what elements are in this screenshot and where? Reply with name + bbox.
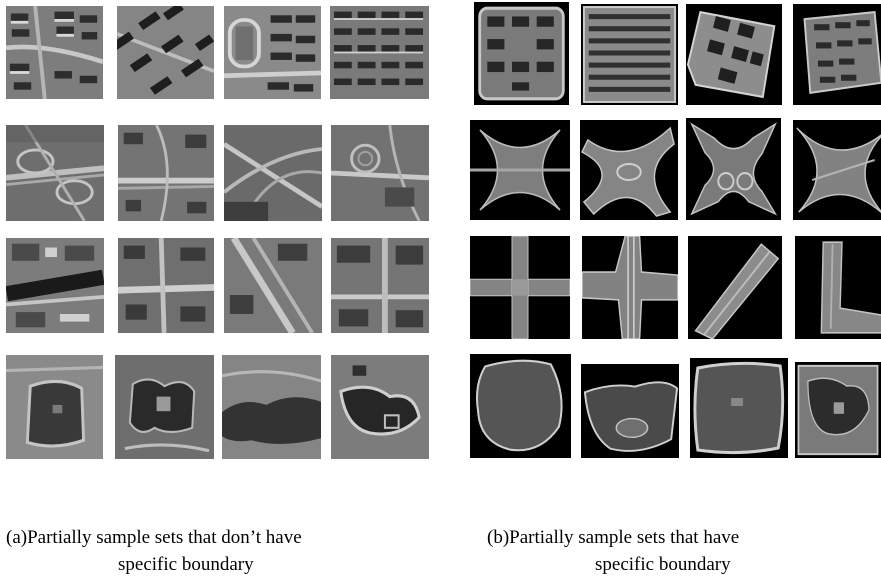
- sample-b-lake-3: [690, 358, 788, 458]
- sample-b-lake-2: [581, 364, 679, 458]
- sample-a-crossroad-3: [224, 238, 322, 333]
- caption-b: (b)Partially sample sets that have speci…: [487, 524, 877, 578]
- caption-a-line1: (a)Partially sample sets that don’t have: [6, 527, 302, 548]
- sample-b-residential-1: [474, 2, 569, 105]
- sample-a-crossroad-2: [118, 238, 214, 333]
- caption-a-line2: specific boundary: [118, 554, 254, 575]
- sample-a-residential-4: [330, 6, 429, 99]
- sample-b-lake-4: [795, 362, 881, 458]
- sample-b-interchange-4: [793, 120, 881, 220]
- sample-b-interchange-3: [686, 118, 781, 220]
- sample-b-residential-3: [686, 4, 782, 105]
- sample-a-crossroad-1: [6, 238, 104, 333]
- sample-a-interchange-2: [118, 125, 214, 221]
- sample-a-interchange-4: [331, 125, 429, 221]
- sample-a-residential-3: [224, 6, 321, 99]
- sample-a-lake-3: [222, 355, 321, 459]
- sample-b-crossroad-3: [688, 236, 782, 339]
- sample-b-residential-2: [581, 4, 678, 105]
- caption-a: (a)Partially sample sets that don’t have…: [6, 524, 426, 578]
- sample-a-lake-2: [115, 355, 214, 459]
- sample-b-crossroad-4: [795, 236, 881, 339]
- sample-a-interchange-1: [6, 125, 104, 221]
- caption-b-line1: (b)Partially sample sets that have: [487, 527, 740, 548]
- sample-a-residential-1: [6, 6, 103, 99]
- sample-a-crossroad-4: [331, 238, 429, 333]
- sample-a-interchange-3: [224, 125, 322, 221]
- sample-b-residential-4: [793, 4, 881, 105]
- sample-b-crossroad-2: [582, 236, 678, 339]
- sample-a-residential-2: [117, 6, 214, 99]
- sample-b-crossroad-1: [470, 236, 570, 339]
- sample-b-lake-1: [470, 354, 571, 458]
- sample-a-lake-1: [6, 355, 103, 459]
- sample-a-lake-4: [331, 355, 429, 459]
- sample-b-interchange-1: [470, 120, 570, 220]
- sample-b-interchange-2: [580, 120, 678, 220]
- caption-b-line2: specific boundary: [595, 554, 731, 575]
